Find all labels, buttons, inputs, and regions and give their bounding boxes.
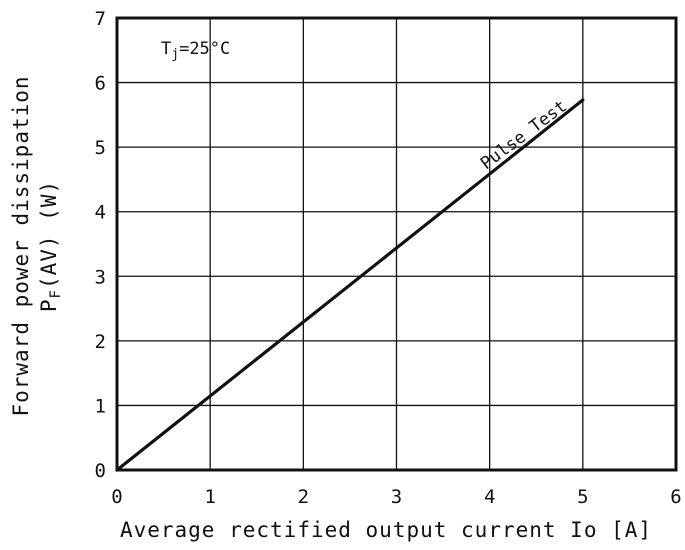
x-tick-label-1: 1 xyxy=(204,486,215,508)
y-axis-title-line2: PF(AV) (W) xyxy=(37,180,64,312)
x-tick-labels: 0 1 2 3 4 5 6 xyxy=(111,486,681,508)
condition-main: T xyxy=(161,39,171,59)
y-tick-label-4: 4 xyxy=(95,202,106,224)
x-tick-label-4: 4 xyxy=(484,486,495,508)
plot-frame xyxy=(115,16,678,472)
y-tick-label-6: 6 xyxy=(95,73,106,95)
y-axis-title-rest: (AV) (W) xyxy=(37,180,61,289)
y-axis-title-sub: F xyxy=(48,289,64,298)
grid-lines xyxy=(117,18,676,470)
series-layer xyxy=(115,98,585,472)
condition-sub: j xyxy=(171,47,179,62)
y-tick-label-0: 0 xyxy=(95,460,106,482)
x-tick-label-6: 6 xyxy=(670,486,681,508)
series-line-pulse-test xyxy=(115,98,585,472)
y-tick-label-3: 3 xyxy=(95,266,106,288)
condition-annotation: Tj=25°C xyxy=(161,39,230,62)
y-axis-title-line1: Forward power dissipation xyxy=(9,75,33,416)
y-tick-label-2: 2 xyxy=(95,331,106,353)
x-tick-label-2: 2 xyxy=(298,486,309,508)
x-tick-label-5: 5 xyxy=(577,486,588,508)
y-tick-labels: 0 1 2 3 4 5 6 7 xyxy=(95,8,106,482)
condition-rest: =25°C xyxy=(179,39,230,59)
x-axis-title: Average rectified output current Io [A] xyxy=(120,518,652,542)
x-tick-label-0: 0 xyxy=(111,486,122,508)
y-axis-title-main: P xyxy=(37,298,61,312)
x-tick-label-3: 3 xyxy=(391,486,402,508)
y-tick-label-1: 1 xyxy=(95,395,106,417)
y-tick-label-7: 7 xyxy=(95,8,106,30)
y-tick-label-5: 5 xyxy=(95,137,106,159)
